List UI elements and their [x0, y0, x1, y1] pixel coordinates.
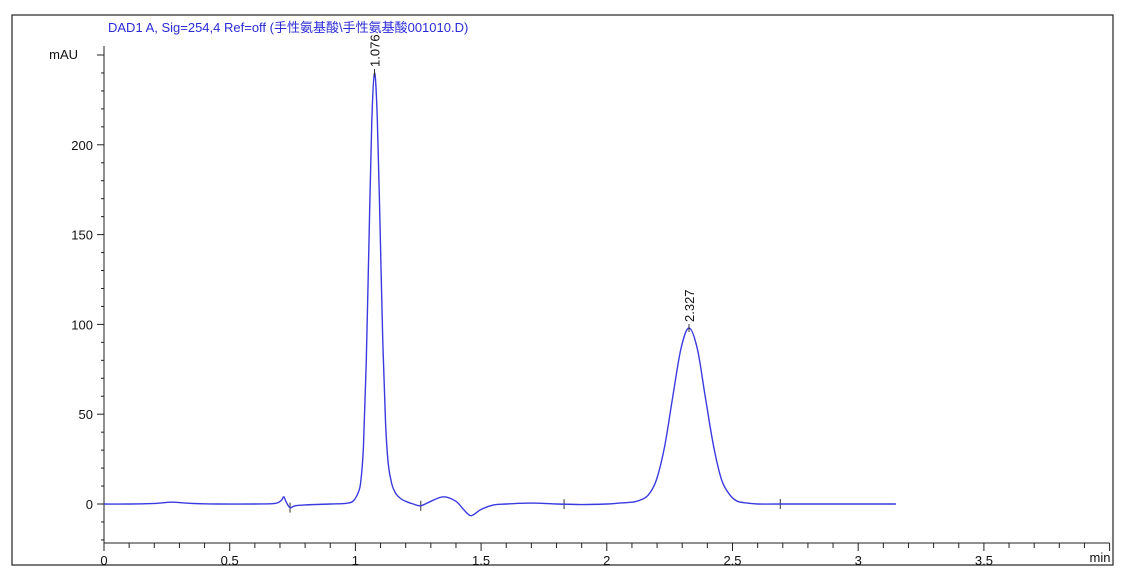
x-axis-label: min — [1090, 550, 1111, 565]
x-tick-label: 2.5 — [723, 553, 741, 568]
peak-label: 1.076 — [368, 34, 383, 67]
y-tick-label: 0 — [86, 497, 93, 512]
y-tick-label: 100 — [71, 317, 93, 332]
y-tick-label: 150 — [71, 228, 93, 243]
y-tick-label: 50 — [79, 407, 93, 422]
chart-title: DAD1 A, Sig=254,4 Ref=off (手性氨基酸\手性氨基酸00… — [108, 20, 468, 35]
peak-label: 2.327 — [682, 289, 697, 322]
x-tick-label: 1.5 — [472, 553, 490, 568]
x-tick-label: 0 — [100, 553, 107, 568]
x-tick-label: 3.5 — [975, 553, 993, 568]
y-tick-label: 200 — [71, 138, 93, 153]
signal-trace — [103, 72, 896, 517]
x-tick-label: 0.5 — [221, 553, 239, 568]
plot-frame — [11, 14, 1114, 566]
x-tick-label: 3 — [855, 553, 862, 568]
x-tick-label: 2 — [603, 553, 610, 568]
y-axis-label: mAU — [49, 47, 78, 62]
x-tick-label: 1 — [352, 553, 359, 568]
